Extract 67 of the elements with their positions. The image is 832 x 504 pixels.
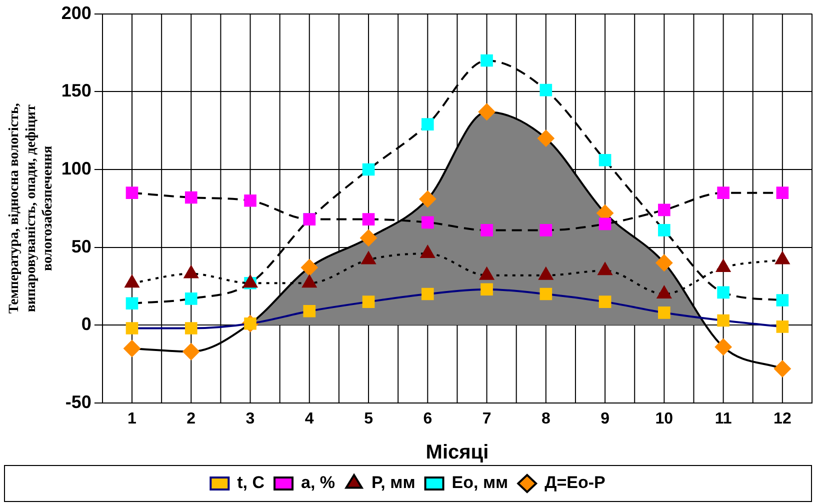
x-tick-label: 4 xyxy=(304,410,314,428)
x-tick-label: 5 xyxy=(364,410,374,428)
point xyxy=(540,224,552,236)
point xyxy=(362,163,375,176)
point xyxy=(540,84,552,96)
point xyxy=(182,343,200,360)
point xyxy=(184,292,198,305)
point xyxy=(300,259,318,276)
x-tick-label: 12 xyxy=(774,410,792,428)
point xyxy=(598,154,612,166)
y-axis-title: Температура, відносна вологість, випаровуваність, опади, дефіцит вологозабезпечення xyxy=(7,103,56,314)
point xyxy=(303,304,316,318)
legend-label: Д=Eo-P xyxy=(544,473,606,492)
point xyxy=(776,186,789,199)
point xyxy=(540,288,552,300)
x-tick-label: 11 xyxy=(714,410,732,428)
point xyxy=(480,283,493,296)
point xyxy=(419,190,436,208)
point xyxy=(658,306,670,319)
point xyxy=(478,103,496,120)
y-tick-label: 150 xyxy=(61,80,92,101)
point xyxy=(658,204,670,216)
y-tick-label: 50 xyxy=(71,236,92,256)
point xyxy=(421,216,434,229)
point xyxy=(717,286,730,299)
x-tick-label: 6 xyxy=(423,410,432,428)
point xyxy=(360,229,378,246)
x-tick-label: 7 xyxy=(482,410,492,428)
point xyxy=(480,224,493,236)
point xyxy=(126,322,138,334)
point xyxy=(362,213,375,226)
point xyxy=(656,254,673,272)
x-tick-label: 3 xyxy=(246,410,255,428)
point xyxy=(184,191,198,204)
x-tick-label: 2 xyxy=(186,410,196,428)
point xyxy=(421,288,434,300)
legend-label: t, C xyxy=(237,473,265,492)
point xyxy=(124,340,140,358)
x-axis-title: Місяці xyxy=(426,442,489,464)
x-tick-label: 9 xyxy=(600,410,610,428)
x-tick-label: 10 xyxy=(655,410,674,428)
point xyxy=(598,296,612,308)
point xyxy=(774,360,791,378)
point xyxy=(714,338,732,356)
point xyxy=(776,294,789,306)
point xyxy=(126,297,138,310)
point xyxy=(362,296,375,308)
y-tick-label: 100 xyxy=(61,158,92,178)
point xyxy=(421,118,434,130)
point xyxy=(776,320,789,333)
y-tick-label: -50 xyxy=(65,392,92,412)
legend-label: a, % xyxy=(301,473,336,492)
legend-label: P, мм xyxy=(372,473,416,492)
point xyxy=(184,322,198,334)
point xyxy=(480,54,493,67)
point xyxy=(717,314,730,327)
point xyxy=(658,224,670,236)
legend-label: Eo, мм xyxy=(452,473,508,492)
point xyxy=(244,194,256,207)
point xyxy=(126,186,138,199)
point xyxy=(598,218,612,230)
y-tick-label: 0 xyxy=(81,314,92,334)
y-tick-label: 200 xyxy=(61,2,92,23)
point xyxy=(537,130,554,147)
point xyxy=(717,186,730,199)
x-tick-label: 1 xyxy=(128,410,137,428)
x-tick-label: 8 xyxy=(541,410,550,428)
